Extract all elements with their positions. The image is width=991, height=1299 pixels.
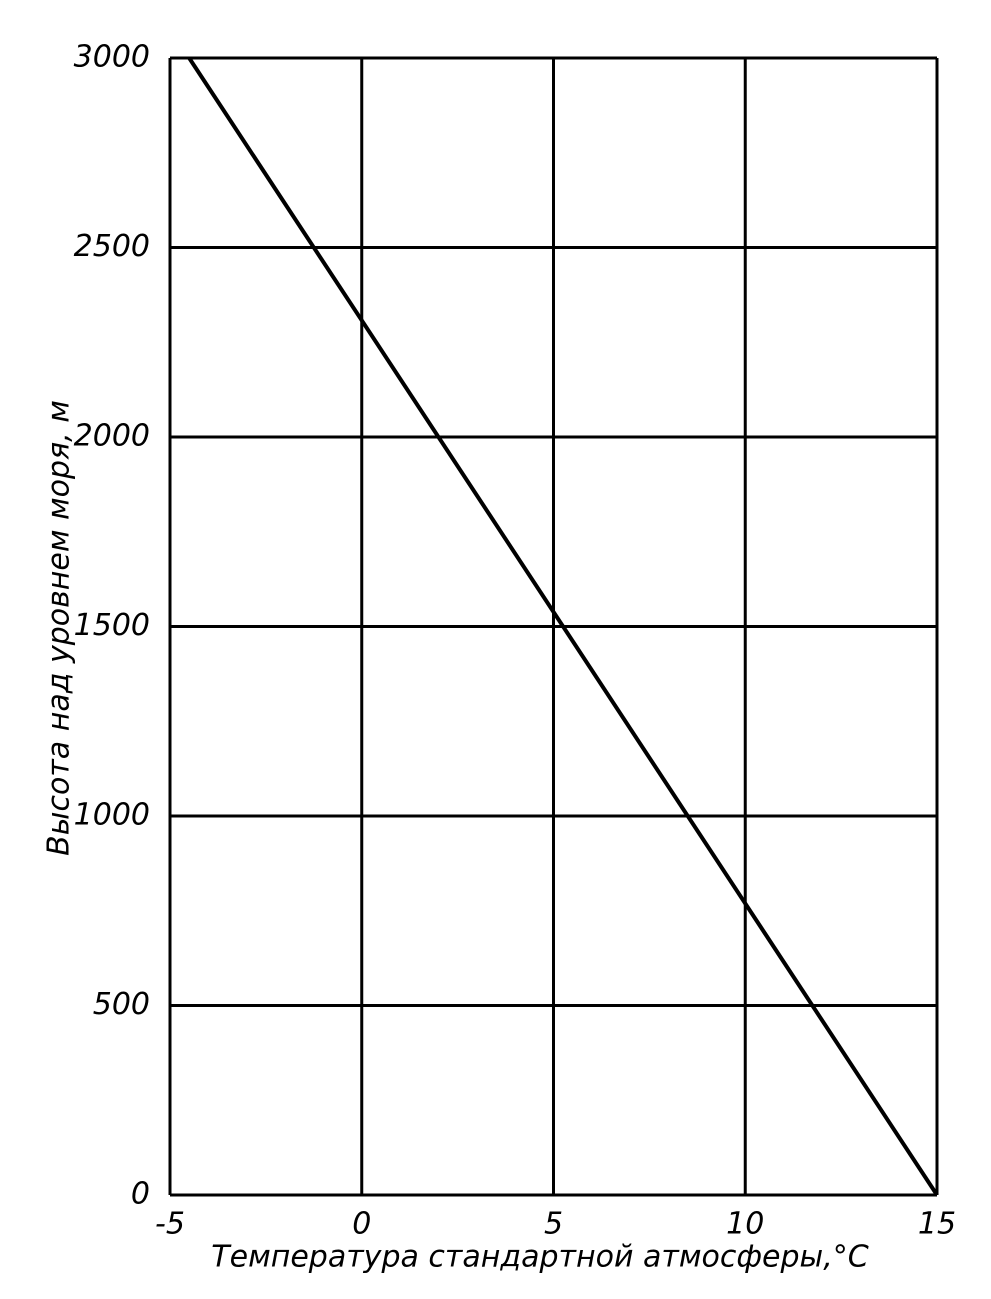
- y-axis-label: Высота над уровнем моря, м: [42, 400, 77, 856]
- y-tick-label: 2500: [74, 229, 150, 264]
- x-tick-label: 15: [918, 1207, 956, 1242]
- y-tick-label: 1000: [74, 798, 150, 833]
- y-tick-label: 2000: [74, 419, 150, 454]
- x-tick-label: -5: [155, 1207, 185, 1242]
- y-tick-label: 1500: [74, 608, 150, 643]
- x-axis-label: Температура стандартной атмосферы,°С: [211, 1240, 868, 1275]
- y-tick-label: 0: [131, 1177, 150, 1212]
- data-line: [187, 56, 939, 1197]
- x-tick-label: 0: [352, 1207, 371, 1242]
- y-tick-label: 500: [93, 987, 150, 1022]
- y-tick-label: 3000: [74, 40, 150, 75]
- x-tick-label: 5: [544, 1207, 563, 1242]
- x-tick-label: 10: [726, 1207, 764, 1242]
